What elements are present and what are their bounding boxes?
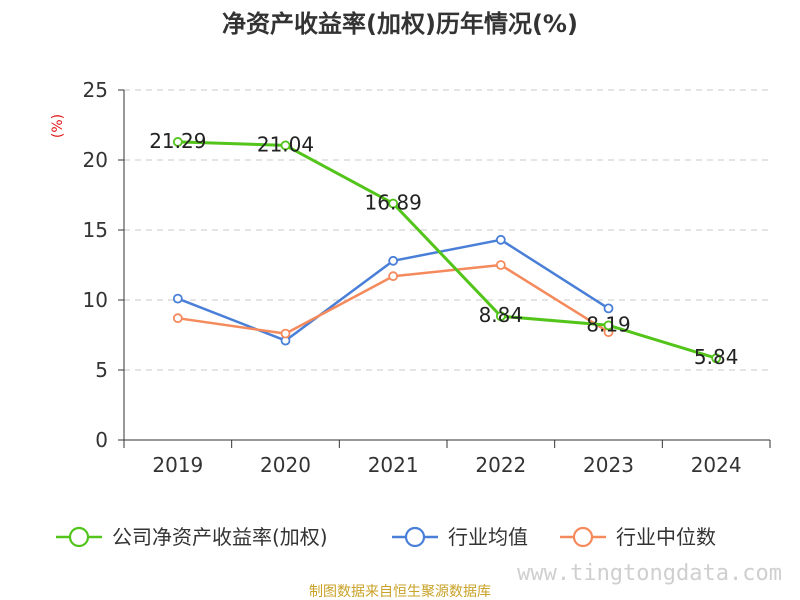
- y-tick-label: 20: [83, 148, 108, 172]
- watermark-text: www.tingtongdata.com: [517, 561, 782, 586]
- data-label: 5.84: [694, 345, 739, 369]
- series-lines: [172, 137, 722, 364]
- data-point-company: [495, 311, 506, 322]
- data-label: 21.04: [257, 132, 314, 156]
- series-line-industry-mean: [176, 238, 610, 342]
- data-point-company: [711, 353, 722, 364]
- data-label: 8.19: [586, 312, 631, 336]
- y-tick-label: 5: [95, 358, 108, 382]
- data-point-company: [603, 320, 614, 331]
- data-point-industry-mean: [172, 293, 183, 304]
- data-point-company: [280, 140, 291, 151]
- legend-swatch-marker: [572, 526, 594, 548]
- data-point-company: [388, 198, 399, 209]
- legend-label: 行业均值: [448, 525, 528, 549]
- series-line-company: [176, 140, 718, 360]
- source-note: 制图数据来自恒生聚源数据库: [309, 584, 491, 600]
- data-point-industry-mean: [388, 255, 399, 266]
- y-tick-label: 15: [83, 218, 108, 242]
- data-point-industry-median: [280, 328, 291, 339]
- chart-title: 净资产收益率(加权)历年情况(%): [222, 10, 578, 38]
- data-point-industry-median: [495, 260, 506, 270]
- data-label: 8.84: [479, 303, 524, 327]
- data-labels: 21.29 21.04 16.89 8.84 8.19 5.84: [149, 129, 738, 369]
- x-tick-label: 2024: [691, 453, 742, 477]
- data-point-industry-mean: [603, 303, 614, 314]
- legend: 公司净资产收益率(加权) 行业均值 行业中位数: [56, 525, 716, 549]
- legend-swatch-marker: [68, 526, 90, 548]
- legend-swatch-marker: [404, 526, 426, 548]
- data-label: 16.89: [365, 191, 422, 215]
- x-tick-label: 2020: [260, 453, 311, 477]
- data-point-industry-median: [388, 271, 399, 282]
- legend-label: 公司净资产收益率(加权): [112, 525, 328, 549]
- x-tick-label: 2019: [152, 453, 203, 477]
- data-point-industry-median: [172, 313, 183, 324]
- x-tick-label: 2021: [368, 453, 419, 477]
- y-tick-label: 0: [95, 428, 108, 452]
- data-point-company: [172, 137, 183, 147]
- grid-lines: [124, 89, 770, 371]
- y-tick-label: 10: [83, 288, 108, 312]
- x-tick-label: 2022: [475, 453, 526, 477]
- data-point-industry-mean: [495, 234, 506, 245]
- y-axis-unit-label: (%): [50, 114, 66, 138]
- legend-label: 行业中位数: [616, 525, 716, 549]
- x-tick-label: 2023: [583, 453, 634, 477]
- data-label: 21.29: [149, 129, 206, 153]
- axes: 0 5 10 15 20 25 2019 2020 2021 2022 2023 2024: [83, 78, 771, 477]
- y-tick-label: 25: [83, 78, 108, 102]
